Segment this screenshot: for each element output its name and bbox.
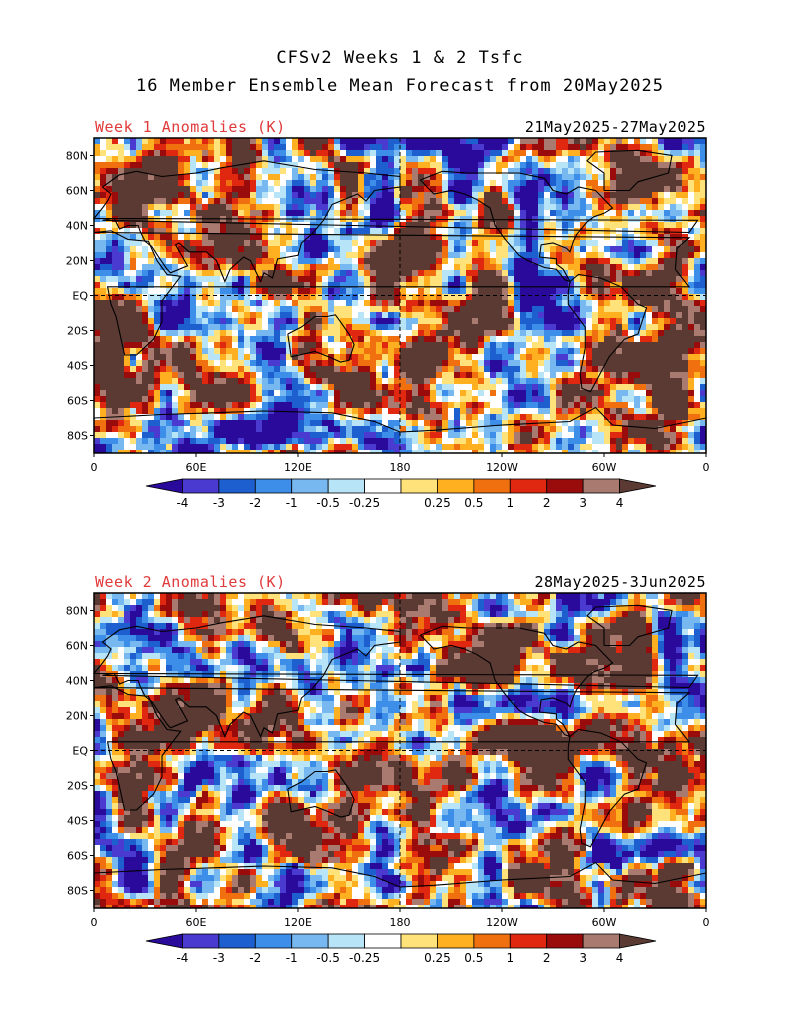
colorbar-swatch [146,479,182,493]
colorbar-swatch [219,934,255,948]
lon-tick-label: 120E [284,916,312,929]
colorbar-label: 4 [616,496,624,510]
colorbar-swatch [620,934,656,948]
colorbar-swatch [510,934,546,948]
colorbar-swatch [182,934,218,948]
lat-tick-label: 80N [66,605,88,618]
colorbar-label: -3 [213,496,225,510]
lat-tick-label: 20S [67,325,88,338]
lon-tick-label: 60W [592,916,617,929]
colorbar-label: 0.5 [464,951,483,965]
lat-tick-label: 20N [66,710,88,723]
colorbar-label: -2 [249,496,261,510]
colorbar-swatch [182,479,218,493]
lon-tick-label: 180 [390,461,411,474]
colorbar-label: 2 [543,496,551,510]
colorbar-label: 0.25 [424,496,451,510]
colorbar-label: 4 [616,951,624,965]
lat-tick-label: 40S [67,815,88,828]
colorbar-swatch [255,934,291,948]
colorbar-label: -1 [286,951,298,965]
lon-tick-label: 60W [592,461,617,474]
lat-tick-label: 60N [66,185,88,198]
colorbar-swatch [620,479,656,493]
lat-tick-label: 40S [67,360,88,373]
colorbar-swatch [474,934,510,948]
colorbar-label: -3 [213,951,225,965]
colorbar-swatch [547,479,583,493]
lat-tick-label: 60S [67,850,88,863]
colorbar-swatch [219,479,255,493]
colorbar-label: -1 [286,496,298,510]
colorbar-label: 3 [579,951,587,965]
colorbar-label: -0.5 [316,951,339,965]
colorbar-swatch [292,934,328,948]
lon-tick-label: 0 [703,916,710,929]
colorbar-swatch [583,479,619,493]
colorbar: -4 -3 -2 -1 -0.5 -0.25 0.25 0.5 1 2 3 4 [146,934,656,965]
lat-tick-label: EQ [72,290,88,303]
lon-tick-label: 0 [91,916,98,929]
colorbar: -4 -3 -2 -1 -0.5 -0.25 0.25 0.5 1 2 3 4 [146,479,656,510]
colorbar-swatch [328,479,364,493]
colorbar-label: -0.25 [349,951,380,965]
lon-tick-label: 120E [284,461,312,474]
colorbar-label: 3 [579,496,587,510]
lat-tick-label: 60S [67,395,88,408]
colorbar-swatch [365,479,401,493]
colorbar-swatch [146,934,182,948]
lon-tick-label: 60E [186,916,207,929]
lat-tick-label: 60N [66,640,88,653]
colorbar-label: 2 [543,951,551,965]
colorbar-label: 1 [506,496,514,510]
colorbar-swatch [474,479,510,493]
lon-tick-label: 0 [91,461,98,474]
lat-tick-label: 80N [66,150,88,163]
colorbar-swatch [510,479,546,493]
lon-tick-label: 180 [390,916,411,929]
colorbar-swatch [437,479,473,493]
lon-tick-label: 120W [486,916,518,929]
colorbar-swatch [255,479,291,493]
lat-tick-label: 80S [67,430,88,443]
colorbar-label: -0.25 [349,496,380,510]
lat-tick-label: 40N [66,675,88,688]
colorbar-label: -0.5 [316,496,339,510]
colorbar-swatch [365,934,401,948]
lat-tick-label: 80S [67,885,88,898]
colorbar-swatch [328,934,364,948]
colorbar-swatch [401,934,437,948]
lat-tick-label: 20S [67,780,88,793]
colorbar-label: -4 [176,496,188,510]
colorbar-swatch [583,934,619,948]
lat-tick-label: 40N [66,220,88,233]
colorbar-swatch [292,479,328,493]
week1-panel: Week 1 Anomalies (K) 21May2025-27May2025… [0,110,800,570]
chart-title-line-1: CFSv2 Weeks 1 & 2 Tsfc [0,48,800,68]
lon-tick-label: 120W [486,461,518,474]
colorbar-swatch [401,479,437,493]
colorbar-swatch [437,934,473,948]
lon-tick-label: 60E [186,461,207,474]
colorbar-label: 0.25 [424,951,451,965]
week2-panel: Week 2 Anomalies (K) 28May2025-3Jun2025 … [0,565,800,1025]
colorbar-label: -4 [176,951,188,965]
chart-title-line-2: 16 Member Ensemble Mean Forecast from 20… [0,76,800,96]
lat-tick-label: 20N [66,255,88,268]
colorbar-swatch [547,934,583,948]
colorbar-label: -2 [249,951,261,965]
lon-tick-label: 0 [703,461,710,474]
colorbar-label: 1 [506,951,514,965]
colorbar-label: 0.5 [464,496,483,510]
lat-tick-label: EQ [72,745,88,758]
